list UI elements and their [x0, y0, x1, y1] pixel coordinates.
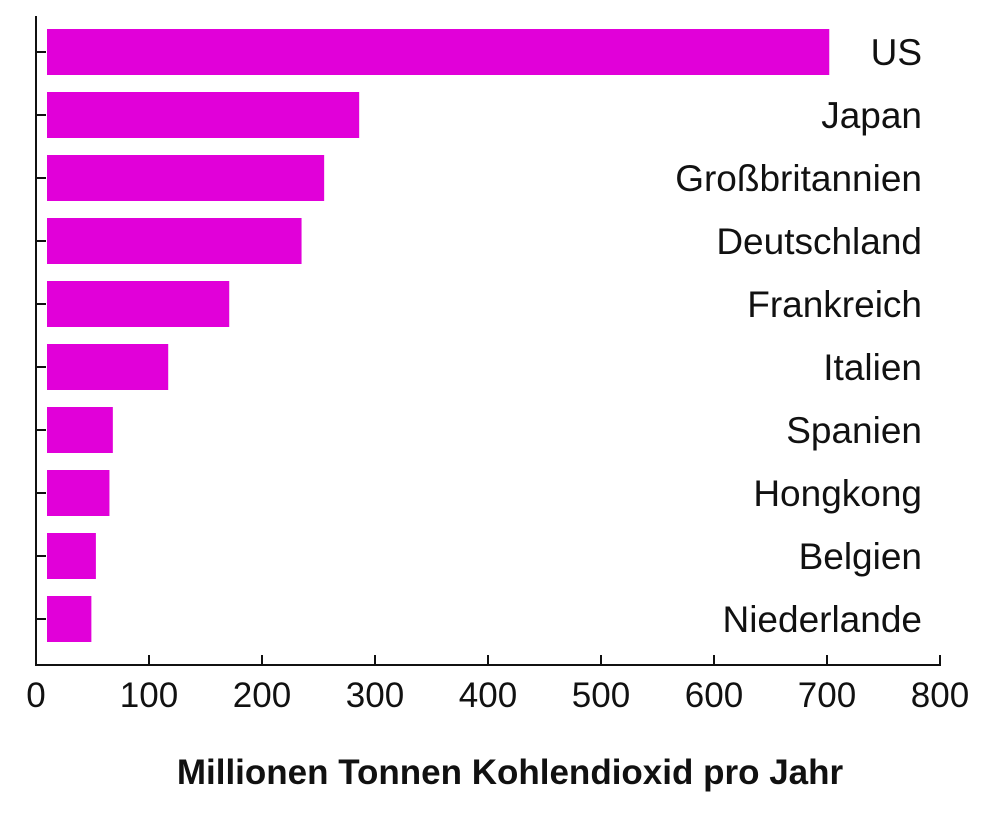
x-tick-label-0: 0: [26, 676, 45, 715]
x-tick-label-8: 800: [911, 676, 969, 715]
bars-group: [47, 29, 830, 642]
x-tick-label-6: 600: [685, 676, 743, 715]
category-label-4: Frankreich: [747, 284, 922, 325]
x-tick-label-3: 300: [346, 676, 404, 715]
y-ticks-group: [36, 51, 46, 620]
bar-5: [47, 344, 169, 390]
category-labels-group: US Japan Großbritannien Deutschland Frankrei…: [675, 32, 922, 640]
x-tick-label-2: 200: [233, 676, 291, 715]
x-tick-label-1: 100: [120, 676, 178, 715]
bar-3: [47, 218, 302, 264]
category-label-6: Spanien: [786, 410, 922, 451]
bar-0: [47, 29, 830, 75]
bar-4: [47, 281, 230, 327]
category-label-5: Italien: [823, 347, 922, 388]
x-ticks-group: 0 100 200 300 400 500 600 700 800: [26, 655, 969, 715]
x-tick-label-4: 400: [459, 676, 517, 715]
category-label-3: Deutschland: [716, 221, 922, 262]
x-tick-label-7: 700: [798, 676, 856, 715]
category-label-2: Großbritannien: [675, 158, 922, 199]
bar-1: [47, 92, 360, 138]
bar-9: [47, 596, 92, 642]
x-tick-label-5: 500: [572, 676, 630, 715]
category-label-9: Niederlande: [722, 599, 922, 640]
bar-7: [47, 470, 110, 516]
category-label-7: Hongkong: [753, 473, 922, 514]
bar-8: [47, 533, 96, 579]
bar-2: [47, 155, 325, 201]
category-label-1: Japan: [821, 95, 922, 136]
category-label-8: Belgien: [799, 536, 922, 577]
bar-6: [47, 407, 113, 453]
x-axis-title: Millionen Tonnen Kohlendioxid pro Jahr: [177, 753, 844, 792]
category-label-0: US: [871, 32, 922, 73]
